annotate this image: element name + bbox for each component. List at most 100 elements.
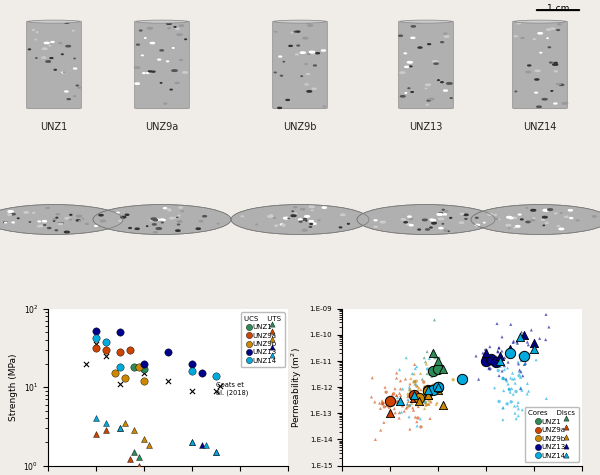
Point — [529, 339, 539, 347]
Point — [433, 383, 443, 391]
Point — [428, 368, 438, 375]
Point — [341, 83, 351, 91]
Ellipse shape — [275, 31, 277, 32]
Point — [432, 359, 442, 367]
Point — [395, 390, 404, 397]
Point — [457, 375, 467, 383]
Point — [163, 348, 173, 356]
Point — [514, 360, 523, 368]
Ellipse shape — [341, 214, 345, 216]
Ellipse shape — [443, 214, 446, 215]
Point — [163, 377, 173, 385]
Point — [494, 398, 504, 405]
Point — [541, 408, 551, 416]
Ellipse shape — [172, 70, 177, 71]
Ellipse shape — [309, 220, 313, 222]
Ellipse shape — [425, 229, 430, 230]
Point — [494, 344, 503, 352]
Point — [510, 375, 520, 382]
Point — [403, 403, 412, 411]
Text: UNZ9b: UNZ9b — [283, 123, 317, 133]
Ellipse shape — [592, 216, 596, 217]
Point — [187, 438, 197, 446]
Point — [401, 404, 411, 412]
Ellipse shape — [404, 222, 407, 223]
Ellipse shape — [312, 88, 316, 89]
Point — [510, 409, 520, 417]
Point — [410, 388, 420, 395]
Point — [91, 327, 101, 335]
Point — [508, 339, 518, 346]
Point — [481, 349, 491, 357]
Point — [417, 399, 427, 407]
Point — [392, 398, 401, 406]
Ellipse shape — [179, 207, 182, 208]
Ellipse shape — [47, 61, 50, 62]
Ellipse shape — [311, 223, 316, 224]
Legend: UNZ1, UNZ9a, UNZ9b, UNZ13, UNZ14: UNZ1, UNZ9a, UNZ9b, UNZ13, UNZ14 — [241, 312, 284, 367]
Point — [115, 380, 125, 388]
Point — [523, 341, 533, 349]
Point — [517, 406, 527, 414]
Legend: UNZ1, UNZ9a, UNZ9b, UNZ13, UNZ14: UNZ1, UNZ9a, UNZ9b, UNZ13, UNZ14 — [524, 407, 578, 462]
Ellipse shape — [154, 219, 158, 221]
Point — [433, 383, 443, 391]
Point — [406, 375, 416, 382]
Ellipse shape — [428, 44, 431, 45]
Point — [424, 386, 433, 393]
Point — [430, 354, 440, 361]
Point — [478, 349, 488, 357]
Circle shape — [231, 205, 369, 235]
Point — [416, 370, 425, 377]
Ellipse shape — [535, 92, 538, 93]
Point — [433, 383, 443, 391]
Point — [403, 392, 413, 399]
Point — [516, 384, 526, 391]
Point — [505, 386, 514, 393]
Point — [502, 377, 511, 385]
Point — [406, 392, 416, 400]
Point — [385, 409, 395, 417]
Point — [134, 363, 144, 371]
Point — [496, 352, 505, 360]
Ellipse shape — [444, 230, 448, 231]
Ellipse shape — [46, 61, 50, 62]
Ellipse shape — [407, 62, 412, 63]
Ellipse shape — [515, 20, 566, 23]
Point — [419, 354, 429, 361]
Point — [47, 469, 57, 475]
Ellipse shape — [404, 53, 406, 54]
Point — [494, 372, 504, 380]
Point — [506, 346, 516, 353]
Ellipse shape — [100, 220, 106, 222]
Ellipse shape — [137, 44, 139, 45]
Point — [425, 415, 435, 422]
Point — [125, 346, 134, 353]
Ellipse shape — [279, 56, 281, 57]
Ellipse shape — [182, 72, 188, 73]
Point — [428, 386, 438, 393]
Ellipse shape — [441, 42, 443, 43]
Ellipse shape — [135, 228, 139, 229]
Point — [504, 385, 514, 392]
Point — [427, 382, 436, 390]
Point — [101, 352, 110, 360]
Ellipse shape — [409, 225, 413, 226]
Point — [541, 311, 551, 318]
Ellipse shape — [550, 62, 552, 63]
Point — [393, 394, 403, 401]
Point — [101, 427, 110, 434]
Ellipse shape — [307, 74, 310, 75]
Point — [412, 395, 422, 402]
Point — [505, 349, 515, 357]
Ellipse shape — [526, 71, 530, 73]
Ellipse shape — [142, 55, 143, 56]
Point — [395, 409, 404, 417]
Ellipse shape — [380, 221, 385, 223]
Point — [507, 385, 517, 392]
Ellipse shape — [540, 52, 542, 53]
Ellipse shape — [347, 223, 349, 224]
Point — [405, 380, 415, 388]
Ellipse shape — [443, 90, 448, 91]
Ellipse shape — [63, 21, 65, 22]
